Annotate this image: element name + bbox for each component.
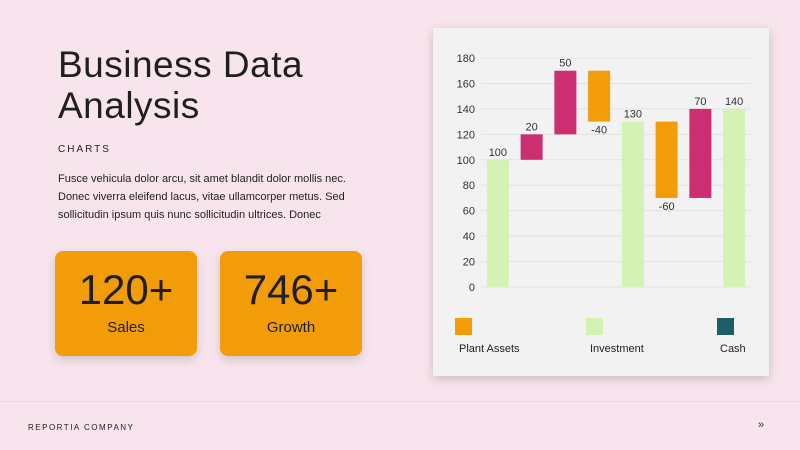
legend-swatch	[586, 318, 603, 335]
y-tick-label: 180	[457, 53, 475, 65]
waterfall-bar	[621, 121, 644, 287]
waterfall-bar	[723, 108, 746, 287]
data-label: 140	[725, 96, 743, 108]
data-label: 70	[694, 96, 706, 108]
data-label: 130	[624, 109, 642, 121]
stat-label: Sales	[107, 319, 145, 336]
footer-divider	[0, 401, 800, 402]
footer-company-name: REPORTIA COMPANY	[28, 423, 135, 432]
stat-value: 746+	[243, 266, 339, 313]
y-tick-label: 160	[457, 78, 475, 90]
stat-value: 120+	[78, 266, 174, 313]
waterfall-bar	[554, 70, 577, 135]
legend-label: Cash	[720, 343, 746, 355]
legend-label: Plant Assets	[459, 343, 520, 355]
waterfall-chart: 0 20 40 60 80 100 120 140 160 180 100 20 50 -40 130 -60…	[457, 53, 751, 294]
data-label: -60	[659, 201, 675, 213]
body-paragraph: Fusce vehicula dolor arcu, sit amet blan…	[58, 173, 346, 221]
legend-swatch	[717, 318, 734, 335]
y-tick-label: 40	[463, 231, 475, 243]
waterfall-bar	[520, 134, 543, 160]
data-label: -40	[591, 125, 607, 137]
section-kicker: CHARTS	[58, 144, 111, 155]
y-tick-label: 0	[469, 282, 475, 294]
data-label: 50	[559, 58, 571, 70]
legend-label: Investment	[590, 343, 644, 355]
y-tick-label: 100	[457, 155, 475, 167]
chart-card: 0 20 40 60 80 100 120 140 160 180 100 20 50 -40 130 -60…	[433, 28, 769, 376]
data-label: 20	[526, 121, 538, 133]
stat-card-sales: 120+ Sales	[55, 251, 197, 356]
data-label: 100	[489, 147, 507, 159]
legend-swatch	[455, 318, 472, 335]
stat-card-growth: 746+ Growth	[220, 251, 362, 356]
stat-label: Growth	[266, 319, 316, 336]
y-tick-label: 60	[463, 206, 475, 218]
waterfall-bar	[588, 70, 611, 122]
waterfall-bar	[689, 108, 712, 198]
next-slide-icon[interactable]: »	[758, 419, 765, 431]
y-tick-label: 20	[463, 257, 475, 269]
slide-title: Business Data Analysis	[58, 44, 304, 126]
y-tick-label: 120	[457, 129, 475, 141]
waterfall-bar	[655, 121, 678, 198]
waterfall-bar	[486, 159, 509, 287]
y-tick-label: 80	[463, 180, 475, 192]
y-tick-label: 140	[457, 104, 475, 116]
